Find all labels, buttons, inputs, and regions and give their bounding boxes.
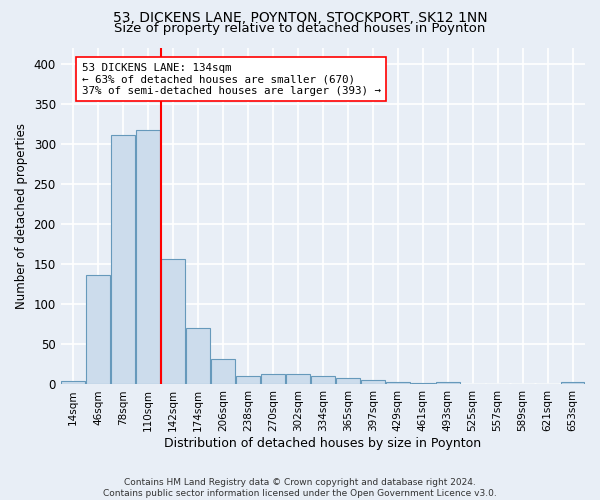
Text: Size of property relative to detached houses in Poynton: Size of property relative to detached ho…: [115, 22, 485, 35]
Bar: [411, 383, 434, 384]
Text: 53, DICKENS LANE, POYNTON, STOCKPORT, SK12 1NN: 53, DICKENS LANE, POYNTON, STOCKPORT, SK…: [113, 11, 487, 25]
Y-axis label: Number of detached properties: Number of detached properties: [15, 123, 28, 309]
Bar: [311, 376, 335, 384]
Bar: [386, 382, 410, 384]
Text: Contains HM Land Registry data © Crown copyright and database right 2024.
Contai: Contains HM Land Registry data © Crown c…: [103, 478, 497, 498]
Bar: [61, 381, 85, 384]
Bar: [211, 359, 235, 384]
Bar: [161, 258, 185, 384]
Bar: [136, 130, 160, 384]
Bar: [560, 382, 584, 384]
Bar: [361, 380, 385, 384]
X-axis label: Distribution of detached houses by size in Poynton: Distribution of detached houses by size …: [164, 437, 481, 450]
Bar: [236, 376, 260, 384]
Bar: [436, 382, 460, 384]
Text: 53 DICKENS LANE: 134sqm
← 63% of detached houses are smaller (670)
37% of semi-d: 53 DICKENS LANE: 134sqm ← 63% of detache…: [82, 62, 380, 96]
Bar: [286, 374, 310, 384]
Bar: [336, 378, 359, 384]
Bar: [86, 274, 110, 384]
Bar: [261, 374, 285, 384]
Bar: [111, 135, 135, 384]
Bar: [186, 328, 210, 384]
